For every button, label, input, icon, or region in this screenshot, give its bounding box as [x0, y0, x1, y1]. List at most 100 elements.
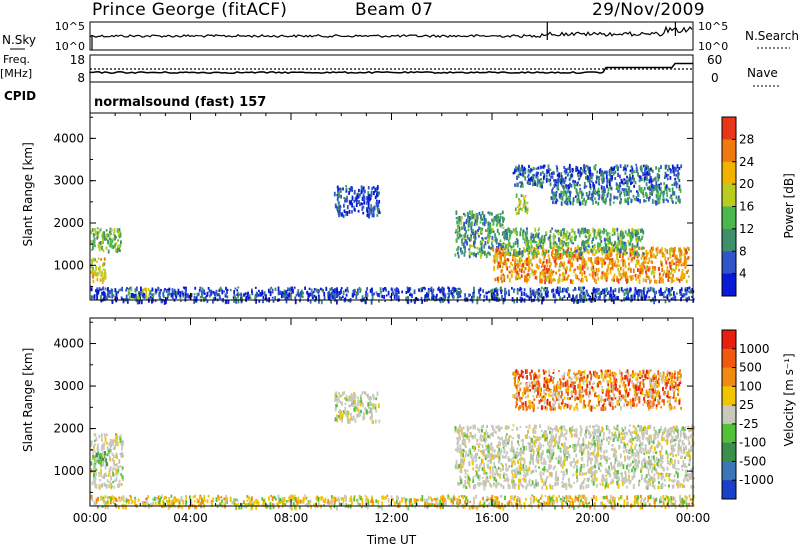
data-cell [535, 247, 538, 251]
data-cell [361, 202, 364, 206]
data-cell [614, 170, 617, 174]
data-cell [330, 291, 333, 296]
data-cell [116, 463, 118, 467]
data-cell [600, 290, 603, 295]
data-cell [102, 457, 104, 461]
data-cell [604, 171, 607, 175]
data-cell [631, 243, 634, 249]
data-cell [450, 291, 453, 294]
data-cell [622, 247, 625, 251]
data-cell [631, 181, 634, 184]
data-cell [564, 272, 567, 276]
data-cell [515, 212, 518, 216]
data-cell [576, 265, 579, 270]
data-cell [511, 473, 514, 476]
data-cell [138, 293, 141, 297]
data-cell [566, 243, 569, 248]
data-cell [669, 291, 671, 297]
data-cell [595, 268, 598, 273]
data-cell [579, 249, 582, 253]
data-cell [673, 182, 676, 187]
data-cell [461, 243, 464, 246]
data-cell [532, 252, 535, 257]
data-cell [606, 245, 609, 249]
data-cell [370, 193, 373, 198]
data-cell [619, 253, 622, 257]
data-cell [668, 262, 671, 265]
data-cell [154, 288, 157, 294]
data-cell [126, 299, 129, 304]
data-cell [591, 251, 594, 256]
data-cell [121, 452, 124, 457]
data-cell [162, 295, 165, 299]
data-cell [482, 222, 484, 226]
data-cell [594, 294, 597, 297]
data-cell [531, 269, 534, 274]
data-cell [677, 175, 680, 180]
data-cell [460, 234, 463, 237]
data-cell [628, 180, 631, 183]
data-cell [520, 167, 523, 172]
data-cell [526, 273, 528, 278]
data-cell [461, 226, 463, 231]
data-cell [613, 297, 615, 300]
data-cell [669, 254, 672, 259]
data-cell [524, 275, 526, 280]
data-cell [406, 299, 409, 304]
data-cell [541, 263, 544, 267]
data-cell [149, 291, 152, 295]
data-cell [480, 229, 483, 234]
data-cell [345, 188, 348, 193]
data-cell [520, 269, 523, 273]
data-cell [683, 247, 686, 252]
data-cell [95, 273, 97, 277]
data-cell [200, 299, 203, 302]
data-cell [638, 269, 641, 272]
data-cell [524, 259, 527, 264]
data-cell [487, 454, 490, 459]
data-cell [464, 214, 466, 217]
data-cell [118, 235, 121, 239]
data-cell [553, 246, 555, 251]
data-cell [512, 256, 514, 260]
data-cell [437, 286, 440, 290]
data-cell [670, 197, 673, 201]
data-cell [120, 483, 123, 486]
data-cell [369, 416, 372, 421]
data-cell [525, 238, 528, 242]
data-cell [349, 188, 352, 191]
data-cell [631, 246, 634, 252]
data-cell [583, 242, 585, 247]
data-cell [516, 288, 519, 292]
data-cell [624, 179, 627, 182]
data-cell [491, 288, 494, 294]
data-cell [498, 232, 500, 236]
data-cell [500, 276, 502, 281]
data-cell [108, 449, 111, 452]
data-cell [92, 272, 94, 276]
data-cell [562, 228, 564, 231]
data-cell [485, 253, 488, 259]
data-cell [544, 287, 547, 290]
data-cell [179, 299, 182, 303]
data-cell [458, 231, 461, 234]
data-cell [579, 230, 582, 235]
data-cell [538, 288, 540, 291]
data-cell [596, 261, 598, 265]
data-cell [665, 173, 668, 178]
data-cell [625, 167, 627, 172]
data-cell [664, 173, 667, 176]
data-cell [103, 433, 106, 438]
data-cell [605, 233, 608, 236]
data-cell [165, 289, 168, 293]
data-cell [516, 454, 519, 459]
data-cell [654, 176, 657, 181]
data-cell [514, 240, 517, 245]
data-cell [520, 264, 523, 267]
data-cell [565, 269, 567, 274]
data-cell [421, 299, 423, 304]
data-cell [468, 238, 471, 242]
data-cell [470, 215, 473, 220]
data-cell [651, 184, 654, 188]
data-cell [478, 235, 480, 238]
